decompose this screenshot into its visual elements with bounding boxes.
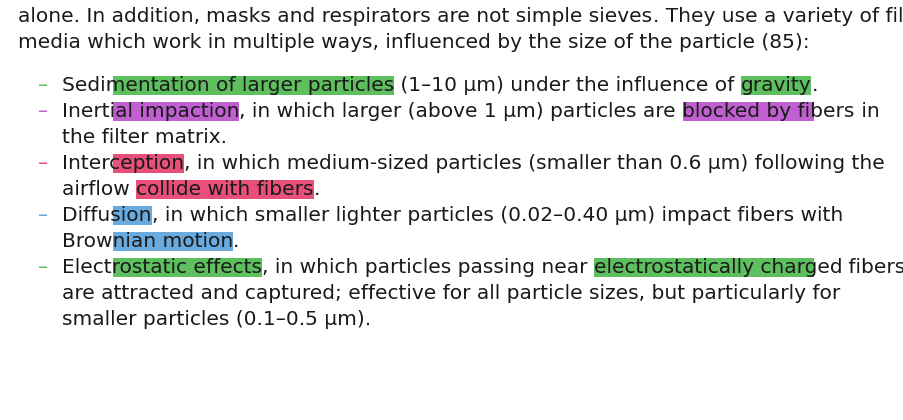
Bar bbox=[62, 154, 184, 173]
Bar bbox=[62, 258, 262, 277]
Text: masks and respirators are not simple sieves: masks and respirators are not simple sie… bbox=[206, 7, 652, 26]
Text: electrostatically charged: electrostatically charged bbox=[593, 258, 842, 277]
Bar bbox=[62, 76, 394, 95]
Text: –: – bbox=[38, 154, 48, 173]
Text: smaller particles (0.1–0.5 μm).: smaller particles (0.1–0.5 μm). bbox=[62, 310, 371, 329]
Text: Brownian motion: Brownian motion bbox=[62, 232, 233, 251]
Text: –: – bbox=[38, 76, 48, 95]
Text: , in which particles passing near: , in which particles passing near bbox=[262, 258, 593, 277]
Text: blocked by fibers: blocked by fibers bbox=[682, 102, 854, 121]
Text: Diffusion: Diffusion bbox=[62, 206, 152, 225]
Text: –: – bbox=[38, 102, 48, 121]
Text: are attracted and captured; effective for all particle sizes, but particularly f: are attracted and captured; effective fo… bbox=[62, 284, 839, 303]
Text: (1–10 μm) under the influence of: (1–10 μm) under the influence of bbox=[394, 76, 740, 95]
Text: Inertial impaction: Inertial impaction bbox=[62, 102, 239, 121]
Text: .: . bbox=[233, 232, 239, 251]
Bar bbox=[740, 76, 811, 95]
Text: in: in bbox=[854, 102, 879, 121]
Text: fibers: fibers bbox=[842, 258, 903, 277]
Text: –: – bbox=[38, 258, 48, 277]
Bar bbox=[136, 180, 313, 199]
Text: . They use a variety of filter: . They use a variety of filter bbox=[652, 7, 903, 26]
Text: Interception: Interception bbox=[62, 154, 184, 173]
Text: the filter matrix.: the filter matrix. bbox=[62, 128, 227, 147]
Bar bbox=[206, 7, 652, 26]
Text: .: . bbox=[811, 76, 817, 95]
Bar bbox=[593, 258, 842, 277]
Bar bbox=[62, 102, 239, 121]
Text: , in which medium-sized particles (smaller than 0.6 μm) following the: , in which medium-sized particles (small… bbox=[184, 154, 884, 173]
Text: .: . bbox=[313, 180, 320, 199]
Bar bbox=[62, 206, 152, 225]
Text: media which work in multiple ways, influenced by the size of the particle (85):: media which work in multiple ways, influ… bbox=[18, 33, 809, 52]
Text: airflow: airflow bbox=[62, 180, 136, 199]
Bar bbox=[62, 232, 233, 251]
Text: , in which larger (above 1 μm) particles are: , in which larger (above 1 μm) particles… bbox=[239, 102, 682, 121]
Text: , in which smaller lighter particles (0.02–0.40 μm) impact fibers with: , in which smaller lighter particles (0.… bbox=[152, 206, 842, 225]
Text: alone. In addition,: alone. In addition, bbox=[18, 7, 206, 26]
Text: collide with fibers: collide with fibers bbox=[136, 180, 313, 199]
Text: –: – bbox=[38, 206, 48, 225]
Text: Sedimentation of larger particles: Sedimentation of larger particles bbox=[62, 76, 394, 95]
Text: gravity: gravity bbox=[740, 76, 811, 95]
Text: Electrostatic effects: Electrostatic effects bbox=[62, 258, 262, 277]
Bar bbox=[682, 102, 854, 121]
